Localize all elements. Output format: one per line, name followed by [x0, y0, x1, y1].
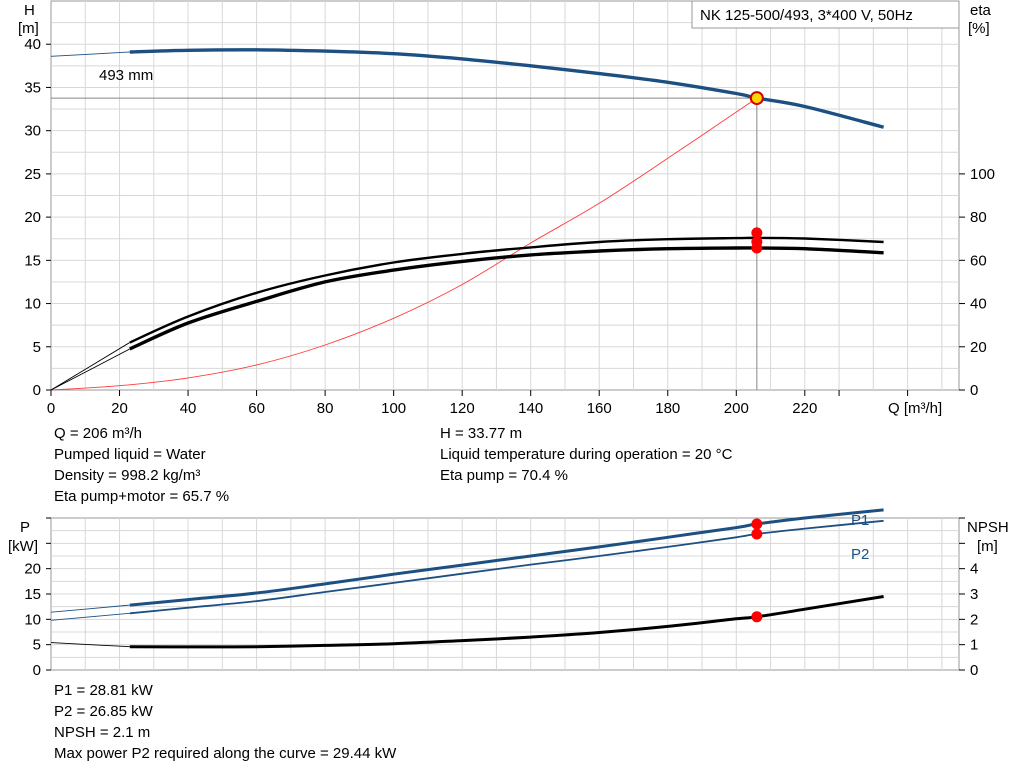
duty-point-marker — [749, 91, 764, 106]
top-x-axis-label: Q [m³/h] — [888, 400, 942, 417]
npsh-curve-extension — [50, 642, 130, 648]
bottom-left-tick-label: 15 — [24, 586, 41, 603]
info-p2: P2 = 26.85 kW — [54, 703, 153, 720]
info-p1: P1 = 28.81 kW — [54, 682, 153, 699]
impeller-diameter-label: 493 mm — [99, 67, 153, 84]
bottom-right-tick-label: 1 — [970, 637, 978, 654]
top-left-tick-label: 40 — [24, 36, 41, 53]
top-y-left-unit: [m] — [18, 20, 39, 37]
top-left-tick-label: 0 — [33, 382, 41, 399]
top-x-tick-label: 200 — [724, 400, 749, 417]
p2-series-label: P2 — [851, 546, 869, 563]
info-density: Density = 998.2 kg/m³ — [54, 467, 201, 484]
bottom-left-tick-label: 0 — [33, 662, 41, 679]
bottom-right-tick-label: 3 — [970, 586, 978, 603]
top-right-tick-label: 40 — [970, 296, 987, 313]
head-curve-extension — [50, 51, 130, 57]
bottom-y-left-label: P — [20, 519, 30, 536]
top-x-tick-label: 20 — [111, 400, 128, 417]
info-bottom: P1 = 28.81 kW P2 = 26.85 kW NPSH = 2.1 m… — [54, 680, 396, 764]
top-x-tick-label: 60 — [248, 400, 265, 417]
bottom-right-tick-label: 4 — [970, 561, 978, 578]
top-right-tick-label: 20 — [970, 339, 987, 356]
top-x-tick-label: 80 — [317, 400, 334, 417]
top-right-tick-label: 0 — [970, 382, 978, 399]
info-head: H = 33.77 m — [440, 425, 523, 442]
top-x-tick-label: 140 — [518, 400, 543, 417]
top-right-tick-label: 100 — [970, 166, 995, 183]
top-left-tick-label: 5 — [33, 339, 41, 356]
top-left-tick-label: 20 — [24, 209, 41, 226]
top-right-tick-label: 60 — [970, 252, 987, 269]
info-eta-total: Eta pump+motor = 65.7 % — [54, 488, 230, 505]
top-left-tick-label: 15 — [24, 252, 41, 269]
head-efficiency-chart: 0 5 10 15 20 25 30 35 40 0 20 40 60 80 100 0 20 40 60 80 100… — [18, 0, 995, 417]
info-liquid: Pumped liquid = Water — [54, 446, 206, 463]
bottom-left-tick-label: 20 — [24, 561, 41, 578]
p1-series-label: P1 — [851, 512, 869, 529]
top-x-tick-label: 180 — [655, 400, 680, 417]
top-x-tick-label: 120 — [450, 400, 475, 417]
top-left-tick-label: 25 — [24, 166, 41, 183]
bottom-y-left-unit: [kW] — [8, 538, 38, 555]
eta-total-curve-extension — [50, 348, 131, 391]
bottom-left-tick-label: 5 — [33, 637, 41, 654]
info-npsh: NPSH = 2.1 m — [54, 724, 151, 741]
info-max-power: Max power P2 required along the curve = … — [54, 745, 397, 762]
top-x-tick-label: 0 — [47, 400, 55, 417]
info-top-right: H = 33.77 m Liquid temperature during op… — [440, 423, 732, 486]
title-box-text: NK 125-500/493, 3*400 V, 50Hz — [700, 7, 913, 24]
info-flow: Q = 206 m³/h — [54, 425, 142, 442]
duty-marker-p1 — [751, 518, 763, 530]
top-y-right-label: eta — [970, 2, 992, 19]
top-x-tick-label: 40 — [180, 400, 197, 417]
top-left-tick-label: 35 — [24, 79, 41, 96]
title-box — [691, 0, 960, 29]
duty-marker-p2 — [751, 528, 763, 540]
top-x-tick-label: 100 — [381, 400, 406, 417]
info-temperature: Liquid temperature during operation = 20… — [440, 446, 733, 463]
bottom-y-right-label: NPSH — [967, 519, 1009, 536]
top-right-tick-label: 80 — [970, 209, 987, 226]
p2-curve-extension — [50, 612, 130, 621]
top-left-tick-label: 30 — [24, 123, 41, 140]
top-y-right-unit: [%] — [968, 20, 990, 37]
info-top-left: Q = 206 m³/h Pumped liquid = Water Densi… — [54, 423, 229, 507]
power-npsh-chart: 0 5 10 15 20 0 1 2 3 4 P [kW] NPSH [m] P1 P2 — [8, 508, 1009, 679]
system-curve — [50, 97, 758, 391]
info-eta-pump: Eta pump = 70.4 % — [440, 467, 568, 484]
duty-marker-eta-pump — [751, 227, 763, 239]
p1-curve-extension — [50, 604, 130, 613]
bottom-y-right-unit: [m] — [977, 538, 998, 555]
bottom-right-tick-label: 0 — [970, 662, 978, 679]
top-x-tick-label: 160 — [587, 400, 612, 417]
top-x-tick-label: 220 — [792, 400, 817, 417]
bottom-right-tick-label: 2 — [970, 611, 978, 628]
top-left-tick-label: 10 — [24, 296, 41, 313]
top-y-left-label: H — [24, 2, 35, 19]
duty-marker-eta-total — [751, 242, 763, 254]
duty-marker-npsh — [751, 611, 763, 623]
bottom-left-tick-label: 10 — [24, 611, 41, 628]
